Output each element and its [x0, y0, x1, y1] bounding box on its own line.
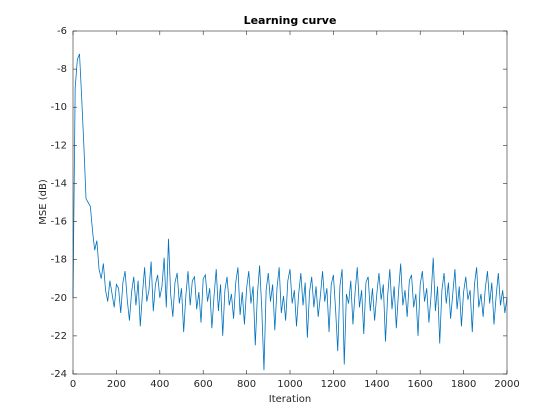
x-tick-label: 800 [237, 379, 256, 390]
data-line [72, 53, 508, 371]
y-tick-label: -18 [51, 255, 67, 266]
x-tick-label: 1600 [407, 379, 432, 390]
y-tick-label: -16 [51, 217, 67, 228]
x-tick-label: 200 [107, 379, 126, 390]
x-tick-label: 400 [150, 379, 169, 390]
y-axis-label: MSE (dB) [38, 179, 49, 225]
y-tick-label: -8 [57, 64, 67, 75]
y-tick-label: -12 [51, 140, 67, 151]
chart-title: Learning curve [244, 14, 337, 27]
x-axis-label: Iteration [269, 394, 311, 405]
y-tick-label: -20 [51, 293, 67, 304]
y-tick-label: -6 [57, 26, 67, 37]
x-tick-label: 2000 [494, 379, 519, 390]
x-tick-label: 1000 [277, 379, 302, 390]
x-tick-label: 1400 [364, 379, 389, 390]
y-tick-label: -10 [51, 102, 67, 113]
x-tick-label: 1800 [451, 379, 476, 390]
y-tick-label: -14 [51, 178, 67, 189]
y-tick-label: -22 [51, 331, 67, 342]
x-tick-label: 600 [194, 379, 213, 390]
x-tick-label: 0 [70, 379, 76, 390]
x-tick-label: 1200 [321, 379, 346, 390]
y-tick-label: -24 [51, 369, 67, 380]
